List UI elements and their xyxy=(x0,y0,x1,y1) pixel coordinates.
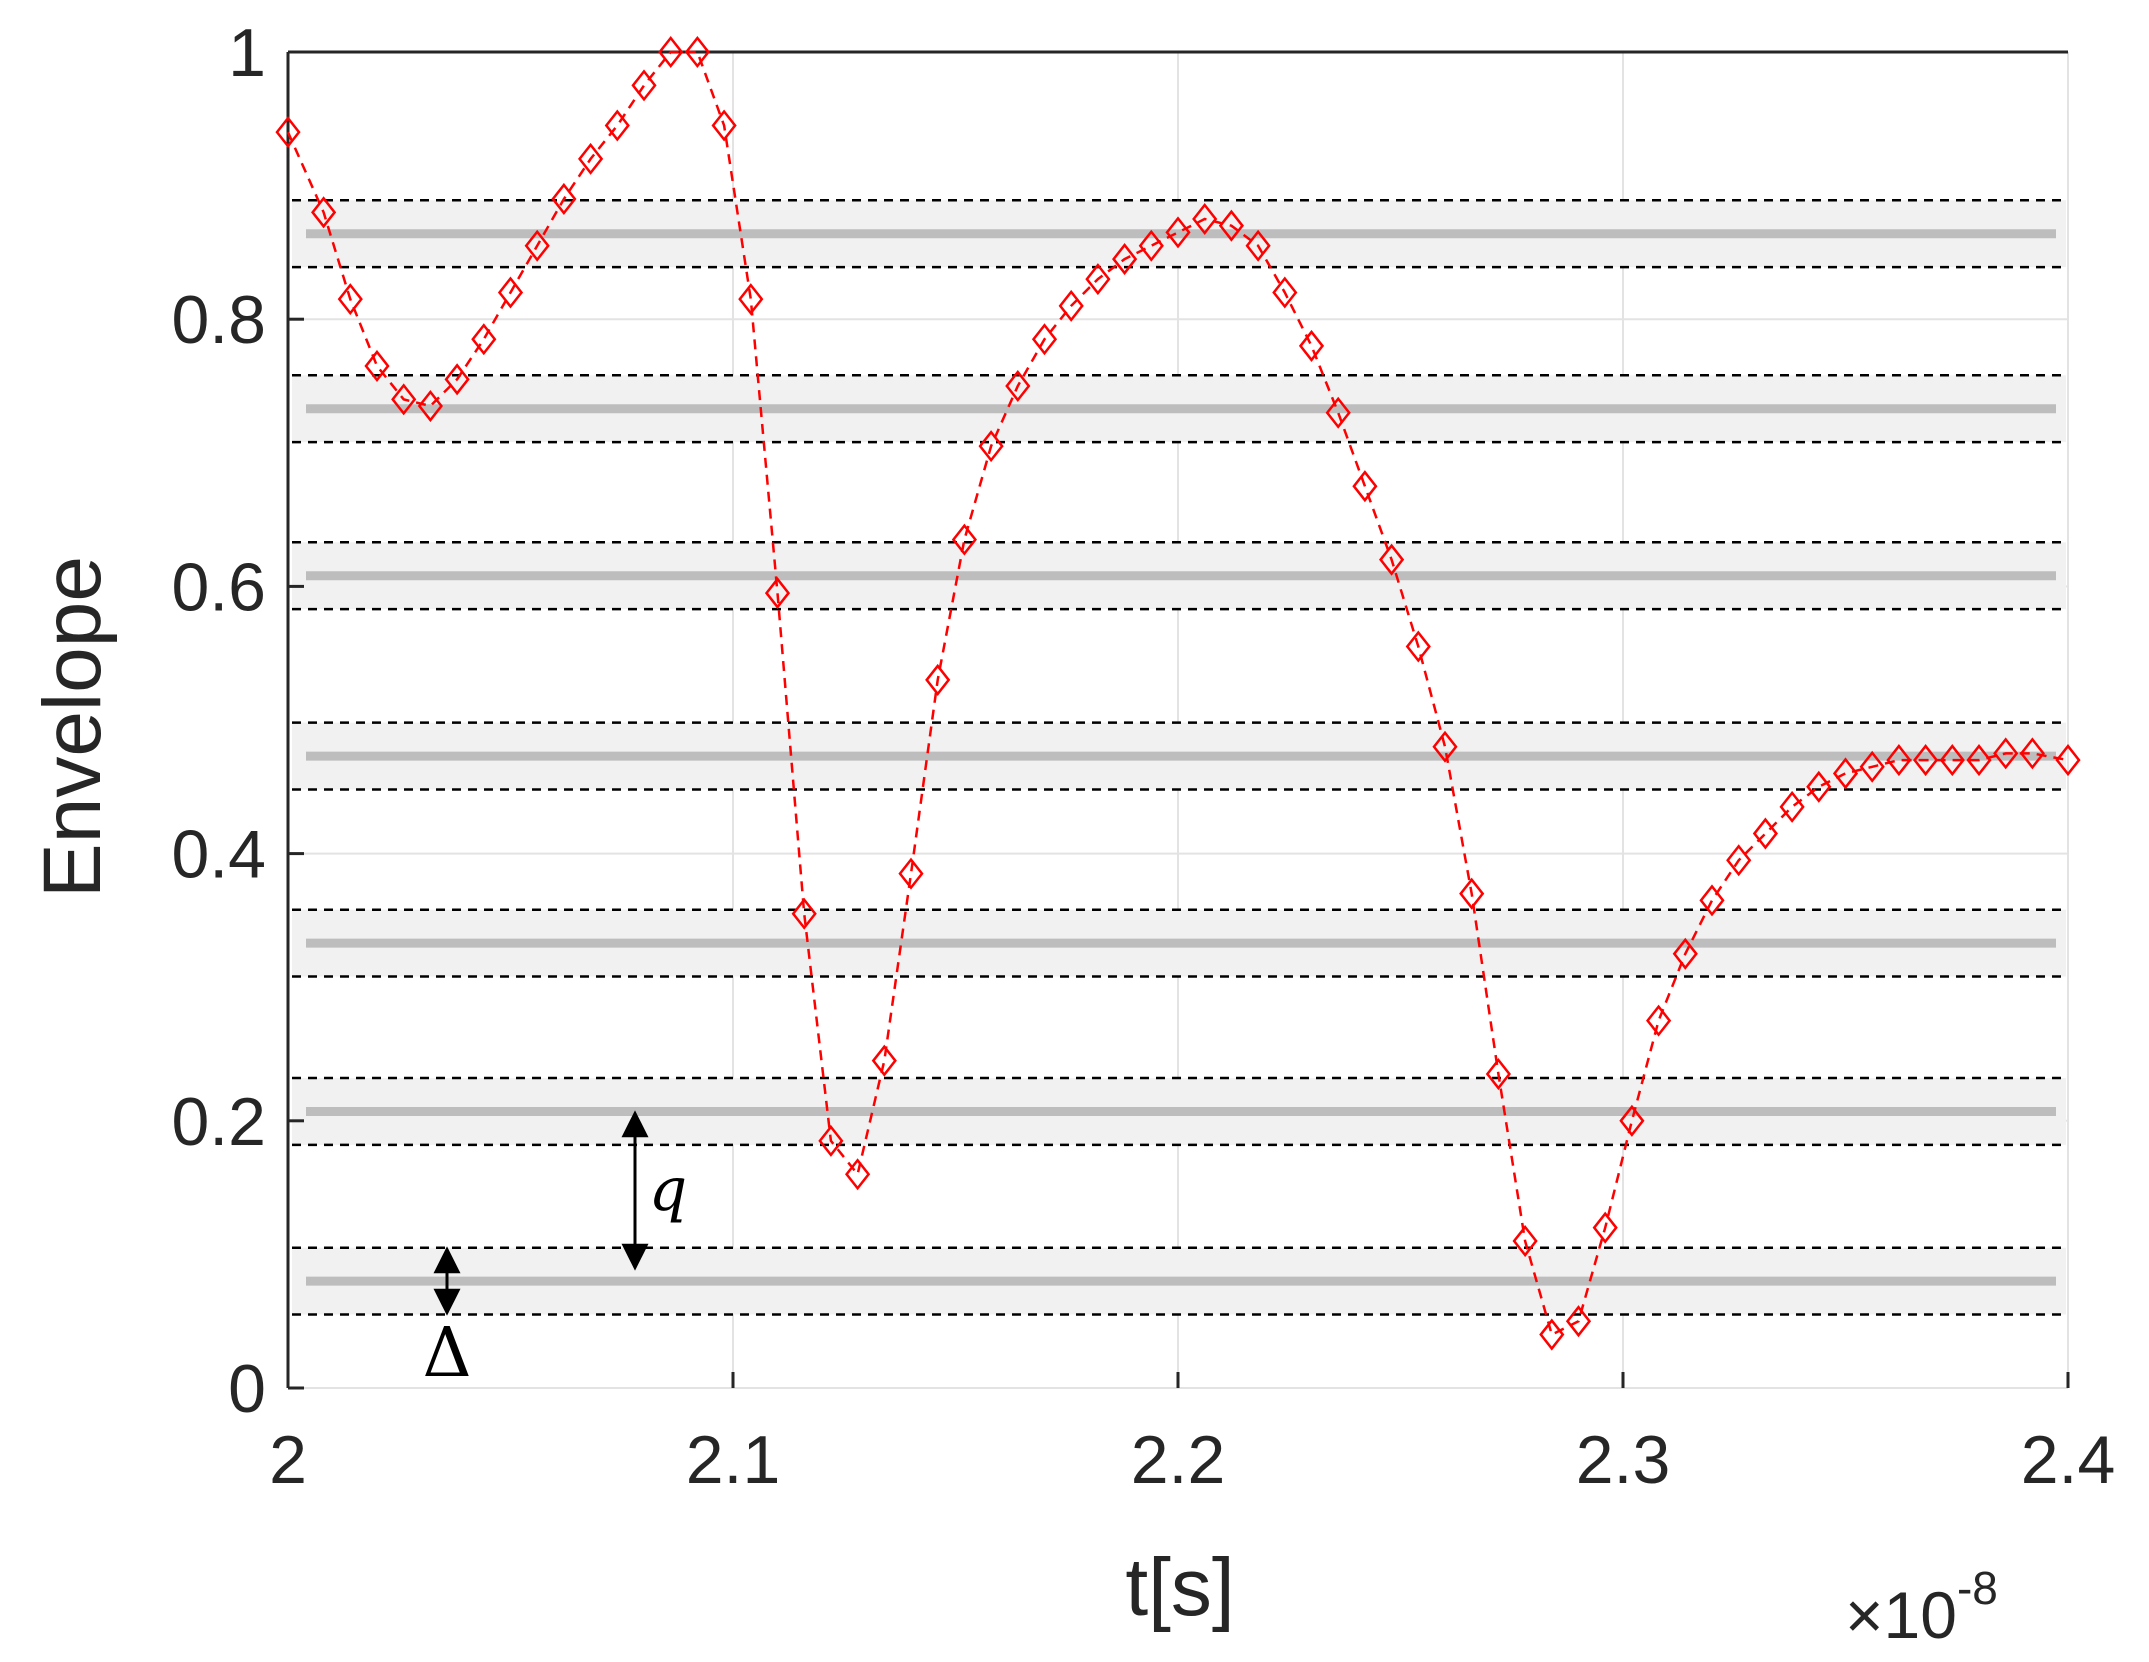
data-point-marker xyxy=(1085,263,1111,296)
data-point-marker xyxy=(444,363,470,396)
x-tick-label: 2.4 xyxy=(2021,1422,2116,1498)
data-point-marker xyxy=(417,390,443,423)
y-tick-label: 1 xyxy=(228,15,266,91)
data-point-marker xyxy=(1005,369,1031,403)
x-multiplier-exponent: -8 xyxy=(1957,1562,1998,1614)
data-point-marker xyxy=(898,857,924,890)
data-point-marker xyxy=(391,383,417,416)
data-point-marker xyxy=(1913,744,1939,777)
data-point-marker xyxy=(1058,289,1084,322)
x-multiplier-base: ×10 xyxy=(1845,1578,1957,1652)
data-point-marker xyxy=(1699,884,1725,917)
data-point-marker xyxy=(871,1044,897,1077)
data-point-marker xyxy=(275,116,301,149)
data-point-marker xyxy=(1405,630,1431,663)
series-line xyxy=(286,50,2069,1337)
data-point-marker xyxy=(1726,844,1752,877)
quantization-levels xyxy=(292,199,2068,1316)
y-tick-label: 0.2 xyxy=(171,1084,266,1160)
data-point-marker xyxy=(791,897,817,930)
data-point-marker xyxy=(1325,396,1351,429)
data-point-marker xyxy=(497,276,524,309)
data-point-marker xyxy=(978,430,1004,463)
data-point-marker xyxy=(1752,817,1778,850)
data-point-marker xyxy=(1218,209,1244,242)
x-tick-label: 2.2 xyxy=(1131,1422,1226,1498)
x-axis-multiplier: ×10-8 xyxy=(1845,1562,1998,1652)
data-point-marker xyxy=(1379,543,1405,576)
data-point-marker xyxy=(764,577,791,610)
data-point-marker xyxy=(684,35,710,69)
data-point-marker xyxy=(1138,229,1164,262)
data-point-marker xyxy=(1031,323,1058,356)
x-tick-label: 2.1 xyxy=(686,1422,781,1498)
data-point-marker xyxy=(1539,1318,1565,1351)
data-point-marker xyxy=(1245,229,1271,262)
data-point-marker xyxy=(311,196,337,229)
data-point-marker xyxy=(1993,737,2019,770)
data-point-marker xyxy=(1112,243,1138,276)
data-point-marker xyxy=(1165,216,1191,249)
data-point-marker xyxy=(631,69,657,102)
data-point-marker xyxy=(604,109,630,142)
data-series xyxy=(275,35,2081,1351)
tick-labels: 2 2.1 2.2 2.3 2.4 0 0.2 0.4 0.6 0.8 1 xyxy=(171,15,2115,1498)
data-point-marker xyxy=(364,349,390,382)
data-point-marker xyxy=(1939,744,1965,777)
data-point-marker xyxy=(658,35,684,69)
y-tick-label: 0.6 xyxy=(171,549,266,625)
data-point-marker xyxy=(1565,1305,1592,1338)
data-point-marker xyxy=(1485,1058,1511,1091)
y-tick-label: 0.4 xyxy=(171,817,266,893)
data-point-marker xyxy=(1646,1004,1672,1037)
data-point-marker xyxy=(1592,1211,1618,1244)
data-point-marker xyxy=(1672,937,1698,970)
x-axis-label: t[s] xyxy=(1125,1542,1234,1633)
data-point-marker xyxy=(1298,329,1325,362)
data-point-marker xyxy=(2019,737,2045,770)
data-point-marker xyxy=(1272,276,1298,309)
data-point-marker xyxy=(1432,730,1458,763)
y-tick-label: 0.8 xyxy=(171,282,266,358)
x-tick-label: 2 xyxy=(269,1422,307,1498)
data-point-marker xyxy=(1859,750,1885,783)
data-point-marker xyxy=(925,663,951,696)
data-point-marker xyxy=(471,323,497,356)
data-point-marker xyxy=(578,142,604,175)
data-point-marker xyxy=(524,229,550,262)
data-point-marker xyxy=(551,182,577,215)
data-point-marker xyxy=(1512,1225,1538,1258)
data-point-marker xyxy=(951,523,977,556)
y-tick-label: 0 xyxy=(228,1351,266,1427)
data-point-marker xyxy=(1352,470,1378,503)
data-point-marker xyxy=(738,283,764,316)
data-point-marker xyxy=(1619,1104,1645,1137)
data-point-marker xyxy=(1779,790,1805,823)
data-point-marker xyxy=(1192,202,1218,236)
data-point-marker xyxy=(1966,744,1992,777)
data-point-marker xyxy=(711,109,737,142)
data-point-marker xyxy=(1886,744,1912,777)
data-point-marker xyxy=(1832,757,1859,790)
y-axis-label: Envelope xyxy=(27,556,118,898)
x-tick-label: 2.3 xyxy=(1576,1422,1671,1498)
data-point-marker xyxy=(337,283,363,316)
data-point-marker xyxy=(818,1124,844,1157)
q-label: q xyxy=(649,1155,687,1225)
data-point-marker xyxy=(2055,744,2081,777)
data-point-marker xyxy=(845,1158,871,1191)
delta-label: Δ xyxy=(422,1314,471,1393)
data-point-marker xyxy=(1806,770,1832,803)
annotations: q Δ xyxy=(422,1110,687,1393)
data-point-marker xyxy=(1459,877,1485,910)
axes xyxy=(286,50,2070,1390)
